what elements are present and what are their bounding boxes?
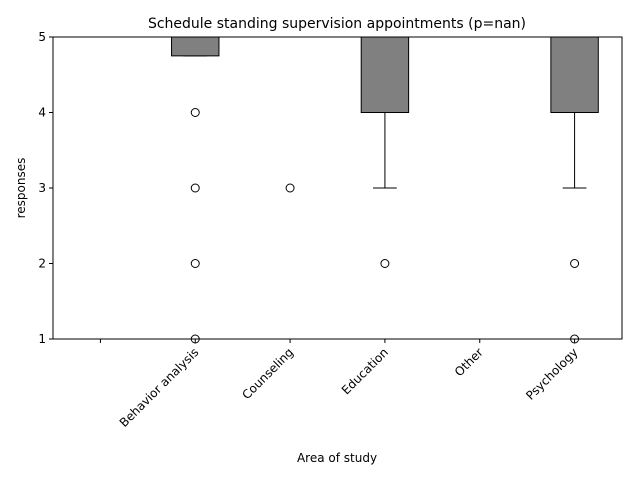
y-tick-label: 3	[38, 181, 46, 195]
y-tick-label: 2	[38, 257, 46, 271]
x-axis-label: Area of study	[297, 451, 377, 465]
x-tick-label: Behavior analysis	[117, 345, 202, 430]
y-tick-label: 4	[38, 106, 46, 120]
plot-frame	[52, 36, 623, 340]
y-tick-label: 1	[38, 332, 46, 346]
y-tick-label: 5	[38, 30, 46, 44]
x-tick-label: Psychology	[523, 345, 581, 403]
outlier	[190, 108, 200, 117]
x-tick-label: Counseling	[239, 345, 296, 402]
chart-title: Schedule standing supervision appointmen…	[148, 16, 526, 32]
box	[360, 36, 410, 113]
outlier	[285, 183, 295, 193]
x-tick-label: Education	[339, 345, 391, 397]
box	[171, 36, 220, 57]
outlier	[190, 259, 200, 268]
outlier	[190, 183, 200, 193]
outlier	[380, 259, 390, 268]
x-tick-label: Other	[452, 345, 486, 379]
y-axis-label: responses	[14, 158, 28, 219]
outlier	[570, 259, 580, 268]
box	[550, 36, 599, 113]
